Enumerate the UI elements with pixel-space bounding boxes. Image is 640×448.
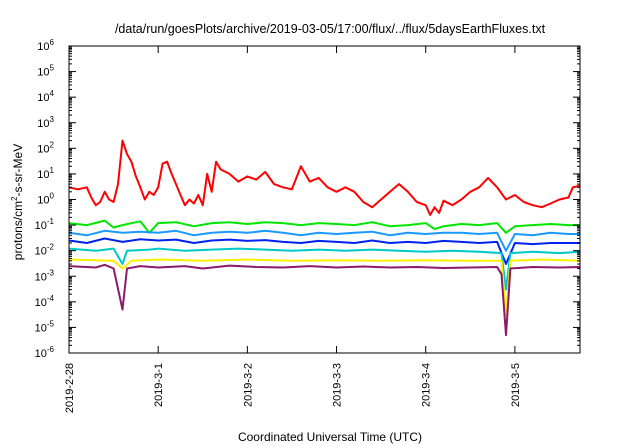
y-tick-label: 10-6 — [35, 345, 55, 360]
x-axis-label: Coordinated Universal Time (UTC) — [238, 430, 422, 444]
y-tick-label: 10-1 — [35, 217, 55, 232]
series-line-4 — [68, 237, 580, 265]
x-tick-label: 2019-3-1 — [153, 363, 165, 407]
series-line-3 — [68, 229, 580, 252]
svg-text:protons/cm2-s-sr-MeV: protons/cm2-s-sr-MeV — [10, 144, 25, 260]
x-tick-label: 2019-3-2 — [242, 363, 254, 407]
y-tick-label: 10-2 — [35, 243, 55, 258]
series-line-5 — [68, 247, 581, 291]
plot-frame — [68, 45, 581, 354]
y-tick-label: 103 — [37, 115, 54, 130]
y-tick-label: 104 — [37, 89, 54, 104]
y-axis-label: protons/cm2-s-sr-MeV — [10, 144, 25, 260]
chart-title: /data/run/goesPlots/archive/2019-03-05/1… — [115, 22, 546, 36]
y-tick-label: 10-5 — [35, 319, 55, 334]
x-tick-label: 2019-3-3 — [332, 363, 344, 407]
series-line-1 — [68, 139, 581, 216]
y-axis-label-sup: 2 — [10, 196, 19, 201]
series-line-2 — [68, 219, 580, 234]
y-tick-label: 10-3 — [35, 268, 55, 283]
y-tick-label: 105 — [37, 64, 54, 79]
y-tick-label: 102 — [37, 140, 54, 155]
y-tick-label: 106 — [37, 38, 54, 53]
series-line-6 — [68, 258, 581, 317]
x-tick-label: 2019-2-28 — [64, 363, 76, 413]
y-axis-label-base: protons/cm — [11, 201, 25, 260]
y-tick-label: 10-4 — [35, 294, 55, 309]
y-tick-label: 101 — [37, 166, 54, 181]
series-line-7 — [68, 263, 581, 337]
y-axis-label-rest: -s-sr-MeV — [11, 144, 25, 197]
plot-lines — [68, 139, 581, 337]
ticks: 10-6 10-5 10-4 10-3 10-2 10-1 100 101 102 103 104 1… — [35, 38, 580, 413]
x-tick-label: 2019-3-4 — [421, 363, 433, 407]
y-tick-label: 100 — [37, 192, 54, 207]
x-tick-label: 2019-3-5 — [510, 363, 522, 407]
